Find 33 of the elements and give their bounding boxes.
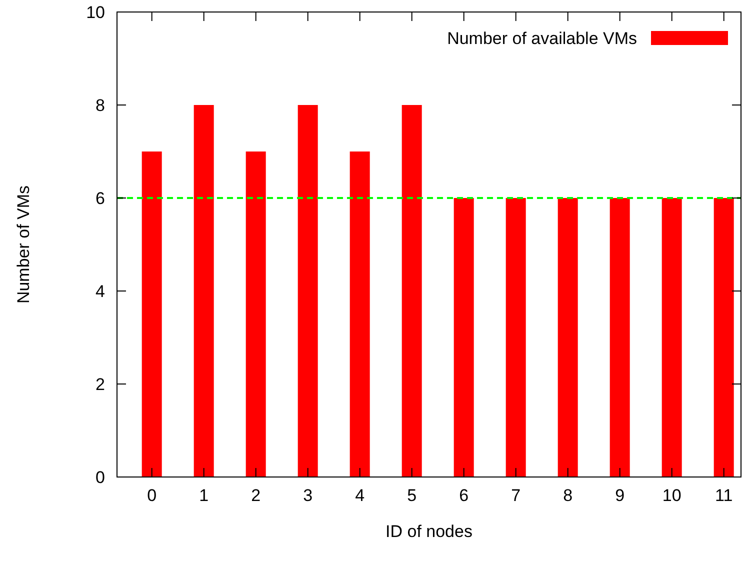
- bar: [298, 105, 318, 477]
- x-tick-label: 2: [251, 486, 261, 505]
- x-tick-label: 11: [715, 486, 733, 505]
- y-tick-label: 2: [96, 374, 105, 394]
- bar: [506, 198, 526, 477]
- y-tick-label: 10: [86, 2, 105, 22]
- x-axis-title: ID of nodes: [386, 522, 472, 541]
- bar: [194, 105, 214, 477]
- y-tick-label: 0: [96, 468, 105, 487]
- bar: [662, 198, 682, 477]
- x-tick-label: 10: [662, 486, 682, 505]
- bar: [402, 105, 422, 477]
- bar: [714, 198, 734, 477]
- y-tick-label: 6: [96, 188, 105, 208]
- legend-label: Number of available VMs: [447, 29, 637, 48]
- x-tick-label: 3: [303, 486, 313, 505]
- x-tick-label: 8: [563, 486, 573, 505]
- x-tick-label: 0: [147, 486, 157, 505]
- bar: [454, 198, 474, 477]
- x-tick-label: 6: [459, 486, 469, 505]
- bar: [246, 152, 266, 477]
- x-tick-label: 5: [407, 486, 417, 505]
- y-axis-title: Number of VMs: [14, 185, 33, 304]
- bar: [142, 152, 162, 477]
- x-tick-label: 1: [199, 486, 209, 505]
- bar: [558, 198, 578, 477]
- bar: [610, 198, 630, 477]
- y-tick-label: 4: [96, 282, 105, 301]
- y-tick-label: 8: [96, 96, 105, 115]
- x-tick-label: 7: [511, 486, 521, 505]
- x-tick-label: 4: [355, 486, 365, 505]
- x-tick-label: 9: [615, 486, 625, 505]
- bar: [350, 152, 370, 477]
